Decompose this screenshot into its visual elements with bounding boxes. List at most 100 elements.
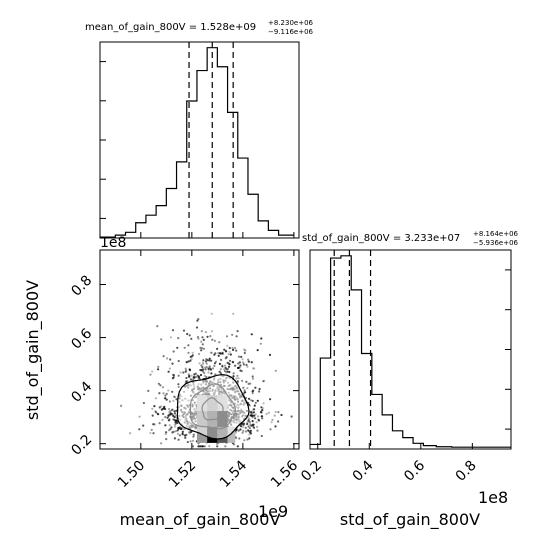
joint-scatter-panel: 1.50 1.52 1.54 1.56 0.2 0.4 0.6 0.8 1e9 mean_o… — [23, 249, 301, 530]
scatter-point — [244, 391, 247, 394]
scatter-point — [236, 380, 239, 383]
scatter-point — [186, 440, 189, 444]
scatter-point — [250, 361, 253, 364]
scatter-point — [280, 413, 283, 417]
scatter-point — [188, 368, 191, 371]
scatter-point — [190, 358, 193, 361]
scatter-point — [231, 346, 234, 350]
scatter-point — [165, 392, 168, 395]
scatter-point — [219, 352, 222, 355]
scatter-point — [204, 360, 207, 363]
scatter-point — [256, 425, 259, 428]
scatter-point — [208, 365, 211, 368]
scatter-point — [177, 385, 180, 388]
std-x-axis-label: std_of_gain_800V — [340, 510, 480, 530]
scatter-point — [214, 352, 217, 355]
mean-title: mean_of_gain_800V = 1.528e+09 — [85, 22, 256, 33]
scatter-point — [168, 410, 171, 413]
scatter-point — [271, 418, 274, 421]
scatter-point — [185, 380, 188, 383]
scatter-point — [251, 399, 254, 402]
scatter-point — [261, 407, 264, 410]
scatter-point — [175, 398, 178, 401]
scatter-point — [228, 350, 231, 353]
scatter-point — [192, 435, 195, 438]
scatter-point — [218, 370, 221, 373]
scatter-point — [241, 379, 244, 382]
scatter-point — [236, 330, 239, 333]
scatter-point — [138, 415, 141, 418]
scatter-point — [193, 373, 196, 376]
scatter-point — [188, 431, 191, 434]
scatter-point — [171, 408, 174, 411]
scatter-point — [189, 378, 193, 381]
scatter-point — [189, 355, 192, 358]
scatter-point — [154, 397, 157, 400]
scatter-point — [243, 351, 246, 355]
scatter-point — [260, 434, 263, 438]
scatter-point — [159, 384, 162, 387]
scatter-point — [184, 370, 187, 373]
scatter-point — [210, 312, 213, 315]
scatter-point — [168, 413, 171, 416]
scatter-point — [185, 376, 188, 380]
scatter-point — [237, 377, 240, 380]
scatter-point — [192, 445, 195, 448]
scatter-point — [200, 369, 203, 372]
scatter-point — [147, 389, 150, 392]
scatter-point — [172, 414, 175, 418]
scatter-point — [185, 369, 188, 372]
scatter-point — [158, 392, 161, 395]
density-cell — [227, 426, 236, 443]
scatter-point — [274, 425, 277, 428]
scatter-point — [238, 361, 241, 364]
scatter-point — [205, 358, 208, 361]
scatter-point — [171, 412, 174, 416]
scatter-point — [207, 371, 210, 374]
scatter-point — [185, 361, 188, 364]
scatter-point — [253, 414, 256, 417]
mean-histogram-frame — [99, 41, 300, 239]
scatter-point — [229, 353, 232, 356]
scatter-point — [242, 429, 245, 432]
scatter-point — [198, 362, 201, 365]
scatter-point — [192, 377, 195, 380]
scatter-point — [260, 415, 263, 418]
joint-xtick-label: 1.52 — [166, 458, 199, 491]
scatter-point — [198, 445, 202, 448]
scatter-point — [171, 431, 174, 434]
scatter-point — [168, 429, 171, 432]
scatter-point — [173, 395, 176, 398]
scatter-point — [197, 377, 200, 380]
scatter-point — [204, 366, 207, 369]
scatter-point — [243, 348, 246, 351]
scatter-point — [213, 364, 216, 367]
scatter-point — [221, 352, 224, 355]
scatter-point — [248, 420, 251, 424]
scatter-point — [177, 359, 180, 363]
scatter-point — [168, 407, 171, 411]
scatter-point — [224, 357, 227, 360]
scatter-point — [188, 432, 191, 435]
scatter-point — [256, 429, 259, 432]
scatter-point — [234, 431, 237, 434]
scatter-point — [190, 374, 193, 377]
scatter-point — [210, 368, 213, 371]
scatter-point — [196, 374, 199, 377]
scatter-point — [258, 387, 261, 391]
scatter-point — [153, 405, 156, 408]
scatter-point — [248, 404, 252, 407]
scatter-point — [219, 358, 223, 361]
scatter-point — [205, 362, 208, 365]
scatter-point — [209, 335, 212, 338]
scatter-point — [241, 431, 244, 434]
joint-x-axis-label: mean_of_gain_800V — [120, 510, 281, 530]
scatter-point — [192, 433, 195, 436]
scatter-point — [251, 420, 254, 423]
scatter-point — [210, 330, 214, 333]
scatter-point — [257, 415, 260, 418]
scatter-point — [249, 423, 252, 426]
scatter-point — [173, 410, 176, 413]
scatter-point — [202, 338, 205, 341]
